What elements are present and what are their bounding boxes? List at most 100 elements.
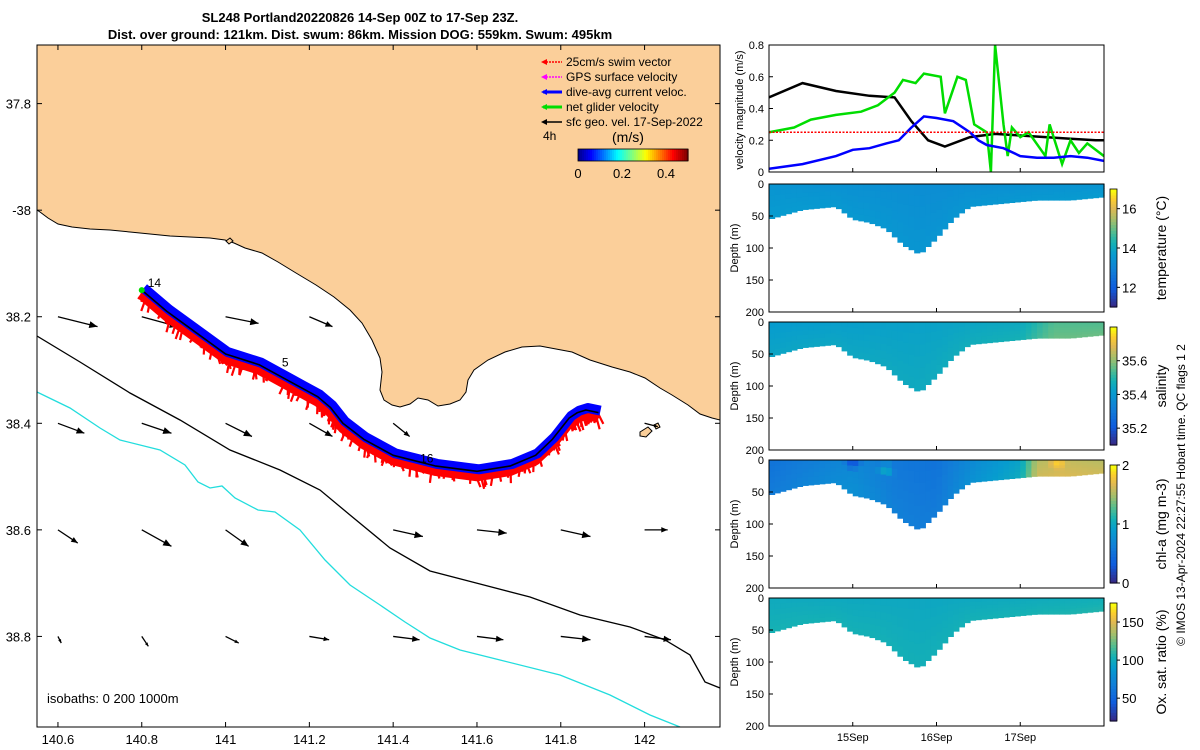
profile-cell (1020, 322, 1027, 326)
velocity-y-tick-label: 0.2 (749, 135, 764, 147)
profile-cell (796, 464, 804, 470)
profile-cell (1020, 184, 1027, 188)
colorbar-cell (664, 149, 667, 161)
profile-cell (819, 609, 826, 615)
profile-cell (841, 479, 848, 485)
profile-cell (1098, 184, 1105, 187)
profile-cell (1042, 462, 1049, 466)
profile-cell (914, 241, 921, 254)
profile-cell (780, 337, 787, 344)
profile-cell (930, 626, 938, 637)
profile-cell (841, 198, 848, 204)
profile-cell (919, 620, 926, 633)
geo-velocity-arrow (225, 529, 250, 547)
profile-cell (970, 187, 977, 192)
profile-cell (836, 322, 843, 327)
profile-colorbar-cell (1110, 518, 1117, 522)
profile-cell (914, 655, 921, 668)
profile-colorbar-cell (1110, 524, 1117, 528)
profile-cell (1076, 470, 1083, 474)
profile-cell (891, 495, 899, 505)
profile-cell (1048, 460, 1055, 464)
profile-cell (942, 322, 949, 331)
profile-cell (1070, 194, 1077, 198)
profile-cell (1059, 465, 1066, 469)
profile-cell (986, 187, 993, 192)
profile-cell (947, 203, 954, 211)
profile-cell (836, 468, 843, 473)
profile-cell (1020, 465, 1027, 470)
colorbar-cell (596, 149, 599, 161)
profile-cell (791, 198, 798, 204)
profile-colorbar-cell (1110, 245, 1117, 249)
profile-cell (841, 598, 848, 604)
profile-cell (919, 240, 926, 253)
profile-cell (819, 337, 826, 343)
profile-cell (1031, 186, 1038, 191)
profile-cell (1003, 184, 1010, 188)
geo-arrow-head (661, 527, 668, 533)
colorbar-cell (602, 149, 605, 161)
profile-cell (1059, 327, 1066, 331)
profile-cell (852, 345, 859, 353)
profile-cell (863, 202, 871, 210)
profile-colorbar-cell (1110, 341, 1117, 346)
profile-cell (836, 598, 843, 603)
profile-cell (970, 329, 977, 334)
profile-cell (869, 210, 876, 218)
profile-cell (1087, 184, 1094, 187)
profile-cell (891, 486, 899, 496)
profile-cell (914, 609, 921, 622)
profile-cell (796, 620, 804, 625)
profile-cell (1070, 327, 1077, 331)
profile-cell (919, 355, 926, 368)
profile-cell (791, 336, 798, 342)
profile-cell (891, 210, 899, 220)
profile-colorbar-cell (1110, 412, 1117, 417)
profile-cell (1098, 604, 1105, 608)
profile-colorbar-cell (1110, 277, 1117, 282)
profile-cell (1059, 473, 1066, 477)
profile-y-tick-label: 200 (746, 583, 764, 595)
profile-cell (836, 472, 843, 477)
profile-cell (863, 485, 871, 493)
profile-cell (953, 184, 960, 191)
profile-cell (1037, 460, 1044, 464)
profile-cell (869, 335, 876, 343)
profile-colorbar-cell (1110, 386, 1117, 390)
profile-cell (813, 330, 820, 335)
profile-cell (1025, 600, 1033, 605)
profile-cell (791, 340, 798, 346)
profile-cell (981, 608, 988, 613)
profile-cell (1059, 192, 1066, 196)
geo-arrow-head (243, 429, 252, 437)
profile-cell (1025, 462, 1033, 467)
profile-cell (930, 212, 938, 223)
profile-cell (1081, 331, 1088, 335)
profile-cell (1092, 598, 1100, 601)
profile-cell (1087, 605, 1094, 609)
profile-cell (1037, 332, 1044, 336)
colorbar-cell (588, 149, 591, 161)
profile-cell (992, 197, 999, 202)
profile-cell (1092, 609, 1100, 613)
profile-cell (785, 184, 792, 190)
profile-colorbar-cell (1110, 515, 1117, 519)
profile-cell (780, 470, 787, 477)
geo-velocity-arrow (141, 636, 149, 647)
profile-cell (886, 629, 893, 639)
profile-cell (1076, 467, 1083, 471)
profile-cell (1064, 465, 1072, 469)
profile-cell (875, 494, 882, 503)
profile-colorbar-cell (1110, 230, 1117, 234)
profile-cell (852, 189, 859, 197)
profile-cell (1009, 472, 1016, 476)
profile-cell (1098, 460, 1105, 463)
profile-cell (1087, 460, 1094, 463)
profile-cell (1009, 322, 1016, 326)
profile-cell (975, 598, 982, 603)
profile-cell (886, 467, 893, 477)
profile-cell (897, 636, 904, 648)
profile-cell (964, 184, 971, 189)
profile-cell (953, 206, 960, 213)
